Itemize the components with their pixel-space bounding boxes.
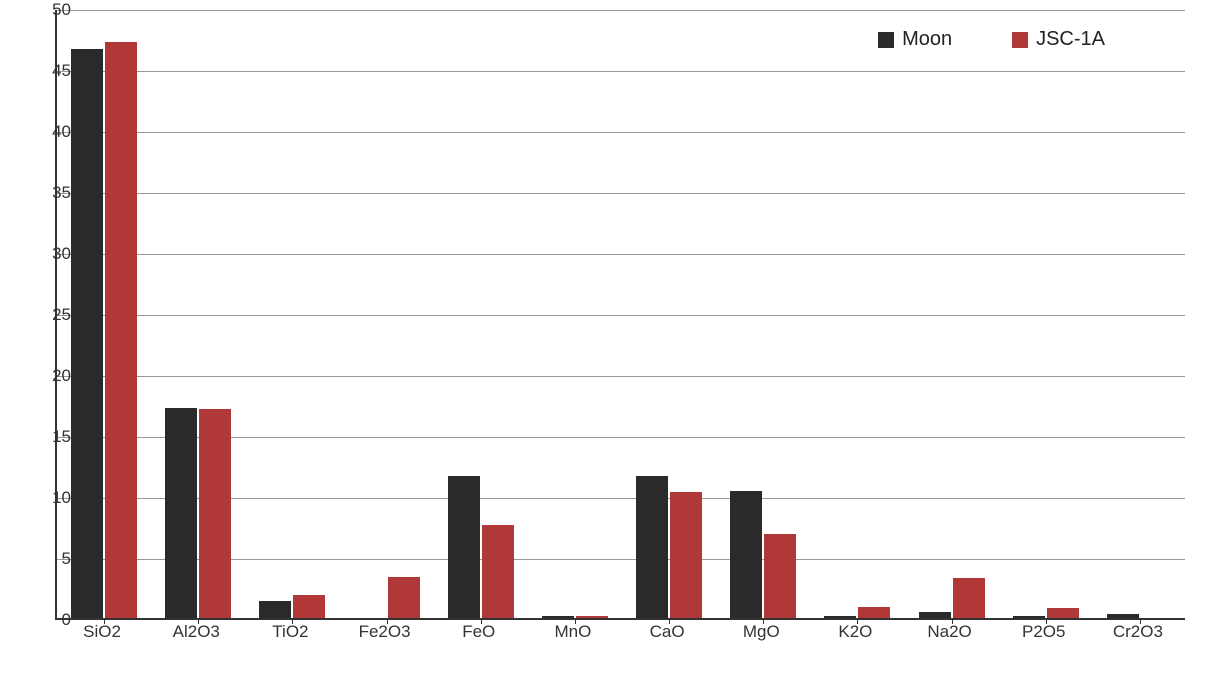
plot-area [55,10,1185,620]
y-tick-label: 50 [31,0,71,20]
gridline [57,254,1185,255]
gridline [57,376,1185,377]
bar-moon-al2o3 [165,408,197,618]
legend-label: Moon [902,28,952,51]
x-tick-label: FeO [462,622,495,642]
bar-jsc-1a-tio2 [293,595,325,618]
x-tick-label: CaO [650,622,685,642]
legend-swatch [1012,32,1028,48]
gridline [57,10,1185,11]
x-tick-label: Cr2O3 [1113,622,1163,642]
bar-moon-tio2 [259,601,291,618]
y-tick-label: 40 [31,122,71,142]
bar-moon-p2o5 [1013,616,1045,618]
x-tick-label: Na2O [927,622,971,642]
y-tick-label: 0 [31,610,71,630]
bar-jsc-1a-fe2o3 [388,577,420,618]
y-tick-label: 15 [31,427,71,447]
chart-legend: Moon JSC-1A [878,28,1105,51]
y-tick-label: 5 [31,549,71,569]
y-tick-label: 30 [31,244,71,264]
bar-moon-na2o [919,612,951,618]
y-tick-label: 45 [31,61,71,81]
bar-jsc-1a-feo [482,525,514,618]
chart-container: Moon JSC-1A [55,10,1185,620]
bar-jsc-1a-mgo [764,534,796,618]
bar-jsc-1a-na2o [953,578,985,618]
x-tick-label: MgO [743,622,780,642]
bar-jsc-1a-p2o5 [1047,608,1079,618]
x-tick-label: TiO2 [272,622,308,642]
bar-jsc-1a-k2o [858,607,890,618]
bar-jsc-1a-cao [670,492,702,618]
gridline [57,193,1185,194]
x-tick-label: K2O [838,622,872,642]
x-tick-label: MnO [554,622,591,642]
y-tick-label: 25 [31,305,71,325]
legend-label: JSC-1A [1036,28,1105,51]
y-tick-label: 20 [31,366,71,386]
bar-moon-cr2o3 [1107,614,1139,618]
bar-moon-k2o [824,616,856,618]
legend-item-jsc-1a: JSC-1A [1012,28,1105,51]
bar-moon-mno [542,616,574,618]
legend-swatch [878,32,894,48]
bar-moon-sio2 [71,49,103,618]
bar-moon-feo [448,476,480,618]
gridline [57,71,1185,72]
bar-jsc-1a-mno [576,616,608,618]
x-tick-label: Al2O3 [173,622,220,642]
y-tick-label: 10 [31,488,71,508]
x-tick-label: Fe2O3 [359,622,411,642]
bar-jsc-1a-sio2 [105,42,137,618]
bar-moon-mgo [730,491,762,618]
x-tick-label: SiO2 [83,622,121,642]
gridline [57,132,1185,133]
y-tick-label: 35 [31,183,71,203]
bar-moon-cao [636,476,668,618]
gridline [57,315,1185,316]
legend-item-moon: Moon [878,28,952,51]
x-tick-label: P2O5 [1022,622,1065,642]
bar-jsc-1a-al2o3 [199,409,231,618]
